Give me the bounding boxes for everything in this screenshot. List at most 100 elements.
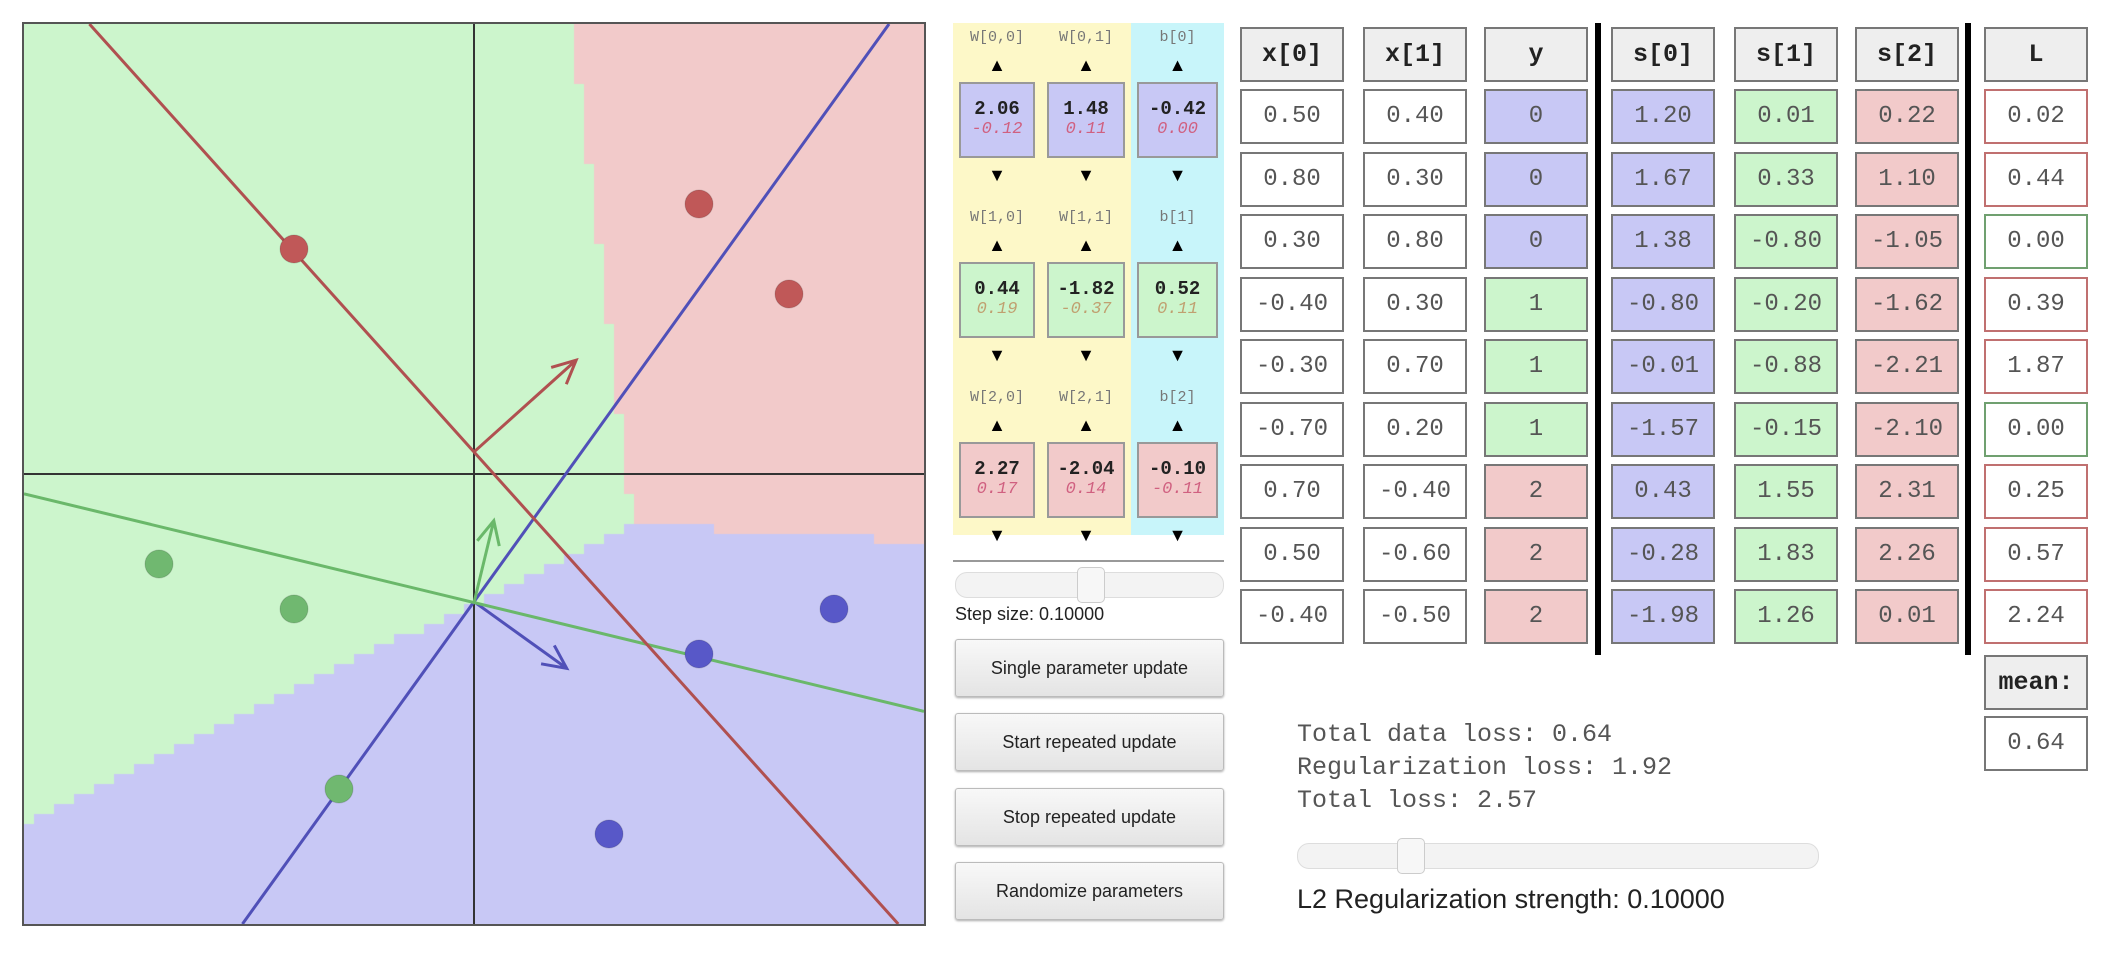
class-1-weight-arrow-icon xyxy=(472,517,501,603)
param-value-box[interactable]: -2.04 0.14 xyxy=(1047,442,1125,518)
decrease-arrow-icon[interactable]: ▼ xyxy=(988,165,1006,185)
score0-cell: 0.43 xyxy=(1611,464,1715,519)
score0-cell: 1.67 xyxy=(1611,151,1715,207)
single-update-button[interactable]: Single parameter update xyxy=(955,639,1224,697)
score1-cell: 1.26 xyxy=(1734,589,1838,644)
decrease-arrow-icon[interactable]: ▼ xyxy=(1077,525,1095,545)
score0-cell: -0.28 xyxy=(1611,526,1715,582)
x0-cell[interactable]: -0.40 xyxy=(1240,589,1344,644)
param-value-box[interactable]: 1.48 0.11 xyxy=(1047,82,1125,158)
data-point-class-1[interactable] xyxy=(144,549,174,579)
score1-cell: 1.83 xyxy=(1734,526,1838,582)
data-point-class-2[interactable] xyxy=(684,189,714,219)
data-point-class-2[interactable] xyxy=(279,234,309,264)
label-cell: 2 xyxy=(1484,464,1588,519)
decrease-arrow-icon[interactable]: ▼ xyxy=(1168,345,1187,365)
randomize-parameters-button[interactable]: Randomize parameters xyxy=(955,862,1224,920)
x0-cell[interactable]: 0.50 xyxy=(1240,89,1344,144)
total-data-loss: Total data loss: 0.64 xyxy=(1297,720,1613,749)
increase-arrow-icon[interactable]: ▲ xyxy=(1077,55,1095,75)
data-point-class-0[interactable] xyxy=(594,819,624,849)
loss-cell: 0.00 xyxy=(1984,214,2088,269)
param-value-box[interactable]: -1.82 -0.37 xyxy=(1047,262,1125,338)
data-point-class-0[interactable] xyxy=(819,594,849,624)
param-label: W[1,1] xyxy=(1058,209,1113,226)
param-column: b[0] ▲ -0.42 0.00 ▼ b[1] ▲ 0.52 0.11 ▼ b[2] ▲ -0.10-… xyxy=(1131,23,1224,545)
param-label: W[2,0] xyxy=(969,389,1024,406)
increase-arrow-icon[interactable]: ▲ xyxy=(988,235,1006,255)
loss-cell: 0.00 xyxy=(1984,401,2088,457)
decrease-arrow-icon[interactable]: ▼ xyxy=(1168,525,1187,545)
x0-cell[interactable]: 0.80 xyxy=(1240,151,1344,207)
label-cell: 0 xyxy=(1484,89,1588,144)
param-value: 1.48 xyxy=(1063,98,1109,120)
x1-cell[interactable]: 0.70 xyxy=(1363,339,1467,394)
x0-cell[interactable]: 0.50 xyxy=(1240,526,1344,582)
slider-thumb[interactable] xyxy=(1396,838,1425,874)
increase-arrow-icon[interactable]: ▲ xyxy=(1168,415,1187,435)
slider-thumb[interactable] xyxy=(1076,567,1105,603)
increase-arrow-icon[interactable]: ▲ xyxy=(1168,235,1187,255)
param-value-box[interactable]: 0.52 0.11 xyxy=(1137,262,1218,338)
increase-arrow-icon[interactable]: ▲ xyxy=(1077,415,1095,435)
plot-overlay xyxy=(24,24,924,924)
param-label: b[2] xyxy=(1159,389,1196,406)
x0-cell[interactable]: 0.30 xyxy=(1240,214,1344,269)
column-header: L xyxy=(1984,27,2088,82)
data-point-class-1[interactable] xyxy=(324,774,354,804)
param-value-box[interactable]: 2.06 -0.12 xyxy=(959,82,1035,158)
label-cell: 1 xyxy=(1484,339,1588,394)
x1-cell[interactable]: 0.80 xyxy=(1363,214,1467,269)
param-value-box[interactable]: -0.10 -0.11 xyxy=(1137,442,1218,518)
score1-cell: 1.55 xyxy=(1734,464,1838,519)
decrease-arrow-icon[interactable]: ▼ xyxy=(1077,345,1095,365)
x1-cell[interactable]: -0.40 xyxy=(1363,464,1467,519)
start-repeated-update-button[interactable]: Start repeated update xyxy=(955,713,1224,771)
increase-arrow-icon[interactable]: ▲ xyxy=(1077,235,1095,255)
x0-cell[interactable]: -0.70 xyxy=(1240,401,1344,457)
stop-repeated-update-button[interactable]: Stop repeated update xyxy=(955,788,1224,846)
data-point-class-2[interactable] xyxy=(774,279,804,309)
decrease-arrow-icon[interactable]: ▼ xyxy=(988,525,1006,545)
x0-cell[interactable]: -0.40 xyxy=(1240,276,1344,332)
param-value-box[interactable]: -0.42 0.00 xyxy=(1137,82,1218,158)
x0-cell[interactable]: -0.30 xyxy=(1240,339,1344,394)
divider xyxy=(953,560,1224,562)
decrease-arrow-icon[interactable]: ▼ xyxy=(1168,165,1187,185)
x1-cell[interactable]: 0.20 xyxy=(1363,401,1467,457)
label-cell: 0 xyxy=(1484,151,1588,207)
regularization-strength-slider[interactable] xyxy=(1297,838,1819,874)
score0-cell: 1.20 xyxy=(1611,89,1715,144)
increase-arrow-icon[interactable]: ▲ xyxy=(988,55,1006,75)
param-value-box[interactable]: 2.27 0.17 xyxy=(959,442,1035,518)
param-value-box[interactable]: 0.44 0.19 xyxy=(959,262,1035,338)
label-cell: 1 xyxy=(1484,401,1588,457)
x1-cell[interactable]: 0.40 xyxy=(1363,89,1467,144)
increase-arrow-icon[interactable]: ▲ xyxy=(1168,55,1187,75)
param-value: 0.52 xyxy=(1154,278,1201,300)
param-label: b[0] xyxy=(1159,29,1196,46)
param-value: -2.04 xyxy=(1057,458,1115,480)
score0-cell: -1.57 xyxy=(1611,401,1715,457)
increase-arrow-icon[interactable]: ▲ xyxy=(988,415,1006,435)
score1-cell: -0.88 xyxy=(1734,339,1838,394)
param-label: W[2,1] xyxy=(1058,389,1113,406)
data-point-class-1[interactable] xyxy=(279,594,309,624)
decision-boundary-plot[interactable] xyxy=(22,22,926,926)
param-gradient: 0.11 xyxy=(1157,300,1198,319)
column-header: x[1] xyxy=(1363,27,1467,82)
score2-cell: 1.10 xyxy=(1855,151,1959,207)
x0-cell[interactable]: 0.70 xyxy=(1240,464,1344,519)
label-cell: 0 xyxy=(1484,214,1588,269)
column-header: y xyxy=(1484,27,1588,82)
x1-cell[interactable]: -0.50 xyxy=(1363,589,1467,644)
decrease-arrow-icon[interactable]: ▼ xyxy=(988,345,1006,365)
loss-cell: 0.39 xyxy=(1984,276,2088,332)
param-gradient: 0.17 xyxy=(976,480,1018,499)
data-point-class-0[interactable] xyxy=(684,639,714,669)
x1-cell[interactable]: 0.30 xyxy=(1363,276,1467,332)
step-size-slider[interactable] xyxy=(955,567,1224,603)
x1-cell[interactable]: 0.30 xyxy=(1363,151,1467,207)
x1-cell[interactable]: -0.60 xyxy=(1363,526,1467,582)
decrease-arrow-icon[interactable]: ▼ xyxy=(1077,165,1095,185)
